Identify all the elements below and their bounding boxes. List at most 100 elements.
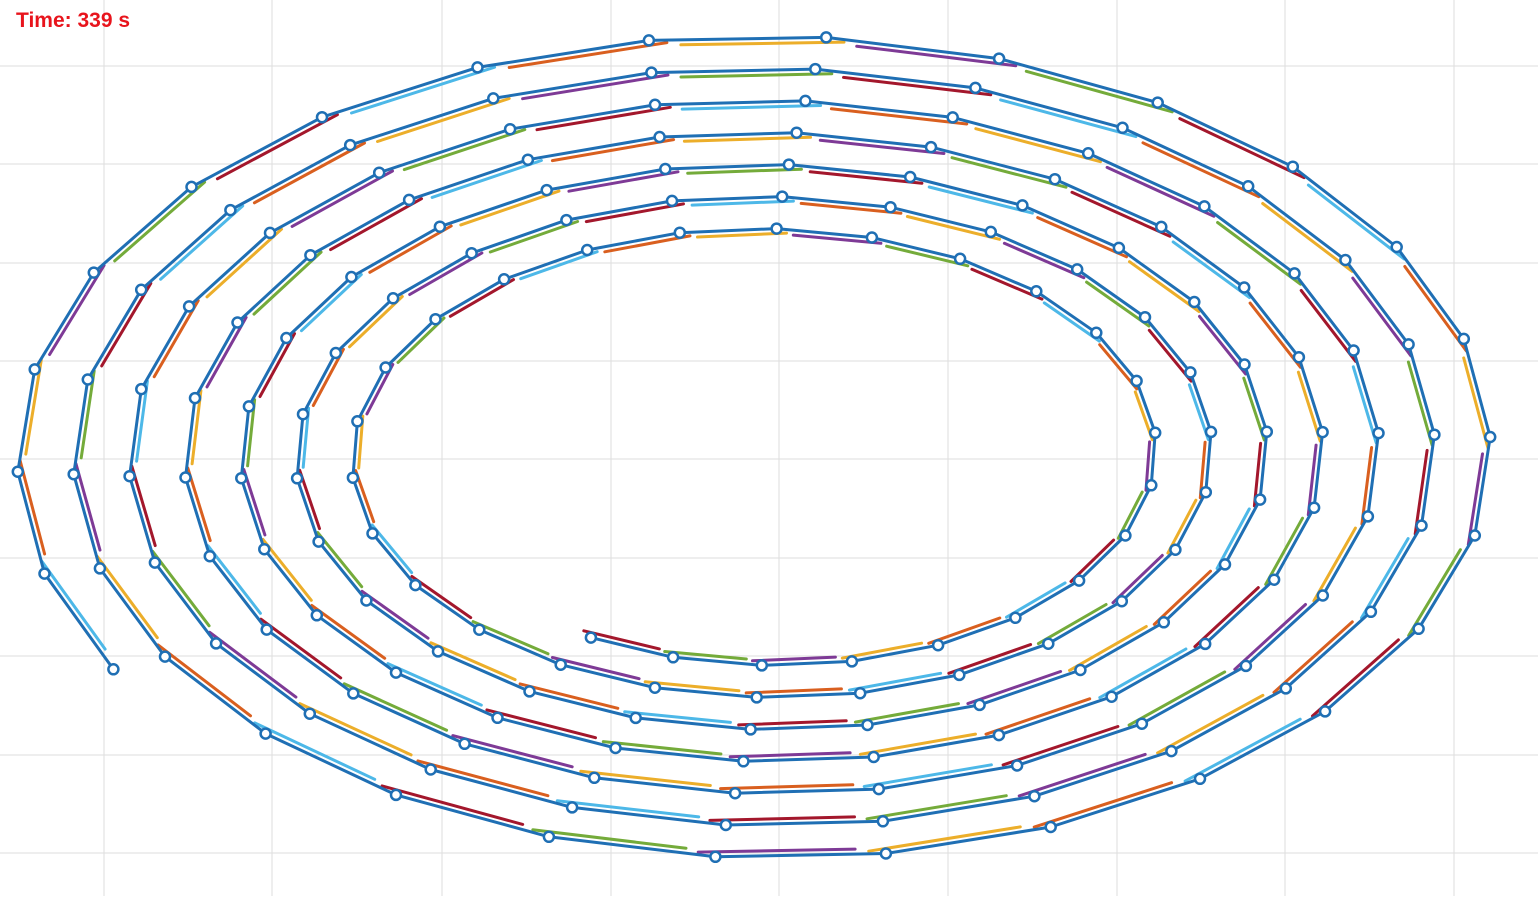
node-marker xyxy=(231,316,244,329)
node-marker xyxy=(1260,425,1274,438)
node-marker xyxy=(351,415,364,428)
colored-segment xyxy=(79,369,96,460)
node-marker xyxy=(648,98,662,112)
colored-segment xyxy=(1001,725,1120,767)
colored-segment xyxy=(867,825,1022,853)
node-marker xyxy=(1286,160,1300,173)
colored-segment xyxy=(152,299,200,379)
colored-segment xyxy=(380,784,525,826)
node-marker xyxy=(1415,519,1428,532)
node-marker xyxy=(315,110,329,124)
node-marker xyxy=(1292,350,1306,364)
node-marker xyxy=(1239,659,1253,673)
colored-segment xyxy=(208,630,298,699)
colored-segment xyxy=(1032,781,1174,829)
node-marker xyxy=(744,723,757,736)
colored-segment xyxy=(1111,553,1164,605)
node-marker xyxy=(799,94,812,108)
colored-segment xyxy=(1183,717,1302,783)
node-marker xyxy=(1279,682,1293,695)
colored-segment xyxy=(386,662,483,707)
colored-segment xyxy=(603,234,692,254)
colored-segment xyxy=(1085,280,1151,328)
colored-segment xyxy=(113,180,207,263)
colored-segment xyxy=(190,389,203,466)
node-marker xyxy=(402,193,416,207)
colored-segment xyxy=(205,315,248,389)
colored-segment xyxy=(550,138,676,163)
node-marker xyxy=(158,650,172,663)
node-marker xyxy=(1009,611,1022,625)
node-marker xyxy=(580,243,594,257)
node-marker xyxy=(1361,510,1375,523)
node-marker xyxy=(209,637,223,650)
node-marker xyxy=(242,400,256,413)
colored-segment xyxy=(100,281,153,368)
colored-segment xyxy=(1351,276,1413,358)
colored-segment xyxy=(1105,165,1216,218)
node-marker xyxy=(38,567,51,580)
colored-segment xyxy=(737,719,848,727)
colored-segment xyxy=(1098,647,1188,700)
colored-segment xyxy=(261,538,313,602)
colored-segment xyxy=(40,559,107,651)
colored-segment xyxy=(1406,360,1434,447)
node-marker xyxy=(329,346,343,360)
colored-segment xyxy=(1036,216,1128,259)
colored-segment xyxy=(1306,443,1318,517)
colored-segment xyxy=(350,65,497,115)
colored-segment xyxy=(206,544,262,615)
node-marker xyxy=(1372,426,1385,440)
colored-segment xyxy=(1466,452,1484,547)
node-marker xyxy=(465,246,478,260)
colored-segment xyxy=(451,734,574,769)
node-marker xyxy=(653,130,666,144)
node-marker xyxy=(1198,200,1211,213)
colored-segment xyxy=(643,680,741,693)
node-marker xyxy=(845,655,859,668)
node-marker xyxy=(1072,574,1086,587)
colored-segment xyxy=(488,220,580,254)
node-marker xyxy=(1148,426,1162,440)
colored-segment xyxy=(970,267,1044,301)
colored-segment xyxy=(1233,603,1307,671)
node-marker xyxy=(542,830,556,844)
node-marker xyxy=(1402,338,1415,351)
node-marker xyxy=(642,34,656,47)
colored-segment xyxy=(744,687,843,695)
colored-segment xyxy=(696,847,857,854)
node-marker xyxy=(1198,637,1212,651)
node-marker xyxy=(876,815,890,828)
colored-segment xyxy=(1351,365,1378,445)
colored-segment xyxy=(310,604,387,660)
colored-segment xyxy=(579,769,712,787)
node-marker xyxy=(1483,430,1497,444)
node-marker xyxy=(28,363,41,376)
node-marker xyxy=(1081,147,1095,160)
colored-segment xyxy=(1462,356,1490,450)
colored-segment xyxy=(1178,117,1306,180)
colored-segment xyxy=(1017,752,1147,798)
node-marker xyxy=(1199,485,1213,499)
node-marker xyxy=(709,850,722,864)
node-marker xyxy=(424,763,437,776)
node-marker xyxy=(1090,326,1103,340)
node-marker xyxy=(67,467,80,481)
colored-segment xyxy=(1215,507,1251,570)
node-marker xyxy=(770,222,783,235)
node-marker xyxy=(659,162,672,176)
node-marker xyxy=(719,818,733,832)
colored-segment xyxy=(818,138,946,155)
colored-segment xyxy=(751,655,837,663)
colored-segment xyxy=(1002,241,1086,280)
node-marker xyxy=(1048,172,1062,186)
node-marker xyxy=(1204,425,1218,439)
colored-segment xyxy=(555,799,701,819)
node-marker xyxy=(409,578,422,592)
node-marker xyxy=(135,382,148,396)
colored-segment xyxy=(862,763,993,788)
time-label: Time: 339 s xyxy=(16,9,131,32)
node-marker xyxy=(87,266,101,279)
node-marker xyxy=(865,231,879,244)
colored-segment xyxy=(1413,448,1429,536)
